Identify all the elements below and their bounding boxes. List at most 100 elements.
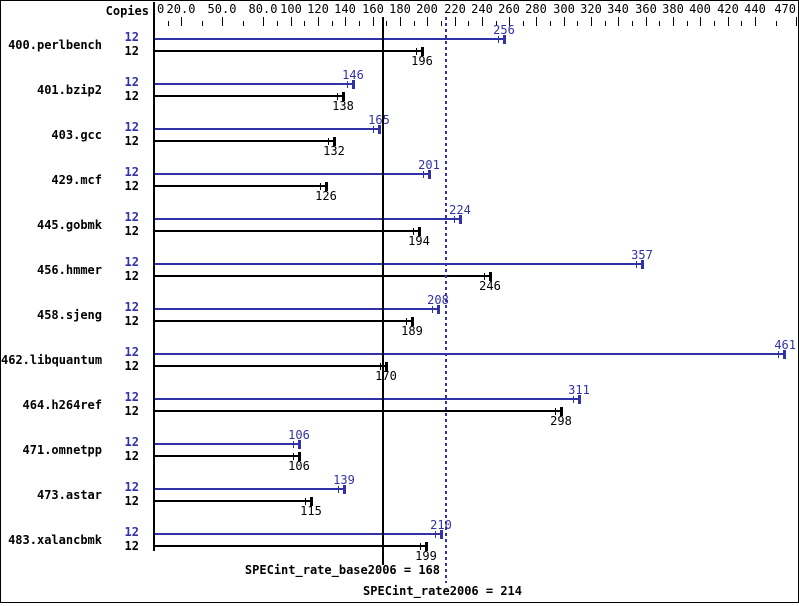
axis-major-tick [154, 17, 155, 26]
base-value-label: 298 [550, 414, 572, 428]
axis-tick-label: 420 [717, 2, 739, 16]
base-value-label: 106 [288, 459, 310, 473]
peak-bar-run-tick [338, 486, 339, 493]
base-bar [155, 545, 427, 547]
axis-tick-label: 0 [157, 2, 165, 16]
axis-major-tick [536, 17, 537, 26]
axis-major-tick [345, 17, 346, 26]
axis-minor-tick [714, 21, 715, 26]
axis-minor-tick [202, 21, 203, 26]
base-bar-end-cap [298, 452, 301, 461]
peak-bar-end-cap [352, 80, 355, 89]
axis-major-tick [618, 17, 619, 26]
axis-minor-tick [741, 21, 742, 26]
benchmark-label: 400.perlbench [8, 38, 102, 52]
peak-bar-run-tick [423, 171, 424, 178]
peak-bar-end-cap [440, 530, 443, 539]
base-bar-end-cap [489, 272, 492, 281]
axis-tick-label: 20.0 [166, 2, 196, 16]
base-value-label: 126 [315, 189, 337, 203]
copies-label-base: 12 [124, 359, 139, 373]
base-value-label: 189 [401, 324, 423, 338]
axis-major-tick [181, 17, 182, 26]
base-bar-run-tick [555, 408, 556, 415]
base-bar-end-cap [333, 137, 336, 146]
peak-bar [155, 533, 442, 535]
base-value-label: 138 [332, 99, 354, 113]
base-bar [155, 275, 491, 277]
axis-minor-tick [332, 21, 333, 26]
peak-bar-run-tick [573, 396, 574, 403]
copies-label-base: 12 [124, 404, 139, 418]
peak-bar [155, 443, 300, 445]
peak-bar-end-cap [641, 260, 644, 269]
copies-label-base: 12 [124, 314, 139, 328]
base-bar [155, 500, 312, 502]
copies-label-peak: 12 [124, 210, 139, 224]
base-bar-end-cap [418, 227, 421, 236]
axis-major-tick [755, 17, 756, 26]
base-reference-line [382, 17, 384, 565]
copies-label-base: 12 [124, 494, 139, 508]
base-bar [155, 320, 413, 322]
axis-minor-tick [496, 21, 497, 26]
benchmark-label: 458.sjeng [36, 308, 102, 322]
base-bar [155, 185, 327, 187]
copies-label-base: 12 [124, 134, 139, 148]
peak-bar-run-tick [636, 261, 637, 268]
copies-label-peak: 12 [124, 75, 139, 89]
benchmark-label: 483.xalancbmk [8, 533, 102, 547]
copies-label-base: 12 [124, 224, 139, 238]
peak-bar [155, 83, 354, 85]
copies-label-peak: 12 [124, 30, 139, 44]
axis-major-tick [646, 17, 647, 26]
peak-value-label: 256 [493, 23, 515, 37]
base-bar [155, 230, 420, 232]
base-bar-end-cap [411, 317, 414, 326]
peak-bar-run-tick [432, 306, 433, 313]
axis-major-tick [591, 17, 592, 26]
peak-bar [155, 128, 380, 130]
axis-tick-label: 120 [307, 2, 329, 16]
axis-tick-label: 260 [498, 2, 520, 16]
axis-minor-tick [659, 21, 660, 26]
copies-label-peak: 12 [124, 435, 139, 449]
axis-tick-label: 50.0 [207, 2, 237, 16]
peak-bar [155, 173, 430, 175]
benchmark-label: 401.bzip2 [36, 83, 102, 97]
copies-label-base: 12 [124, 179, 139, 193]
axis-minor-tick [632, 21, 633, 26]
axis-minor-tick [304, 21, 305, 26]
base-bar [155, 365, 387, 367]
peak-value-label: 311 [568, 383, 590, 397]
base-bar-run-tick [420, 543, 421, 550]
axis-tick-label: 380 [662, 2, 684, 16]
axis-minor-tick [776, 21, 777, 26]
peak-value-label: 461 [774, 338, 796, 352]
peak-value-label: 224 [449, 203, 471, 217]
axis-major-tick [482, 17, 483, 26]
copies-column-header: Copies [105, 4, 149, 18]
copies-label-base: 12 [124, 44, 139, 58]
copies-label-base: 12 [124, 89, 139, 103]
peak-bar [155, 218, 461, 220]
axis-major-tick [700, 17, 701, 26]
base-bar [155, 95, 344, 97]
axis-major-tick [728, 17, 729, 26]
peak-bar-run-tick [293, 441, 294, 448]
axis-major-tick [509, 17, 510, 26]
base-bar [155, 50, 423, 52]
benchmark-label: 464.h264ref [22, 398, 102, 412]
peak-value-label: 201 [418, 158, 440, 172]
base-value-label: 196 [411, 54, 433, 68]
base-result-label: SPECint_rate_base2006 = 168 [244, 563, 440, 577]
benchmark-label: 462.libquantum [1, 353, 103, 367]
peak-value-label: 106 [288, 428, 310, 442]
axis-tick-label: 200 [416, 2, 438, 16]
axis-major-tick [400, 17, 401, 26]
axis-major-tick [263, 17, 264, 26]
copies-label-base: 12 [124, 449, 139, 463]
copies-label-peak: 12 [124, 390, 139, 404]
axis-tick-label: 160 [362, 2, 384, 16]
